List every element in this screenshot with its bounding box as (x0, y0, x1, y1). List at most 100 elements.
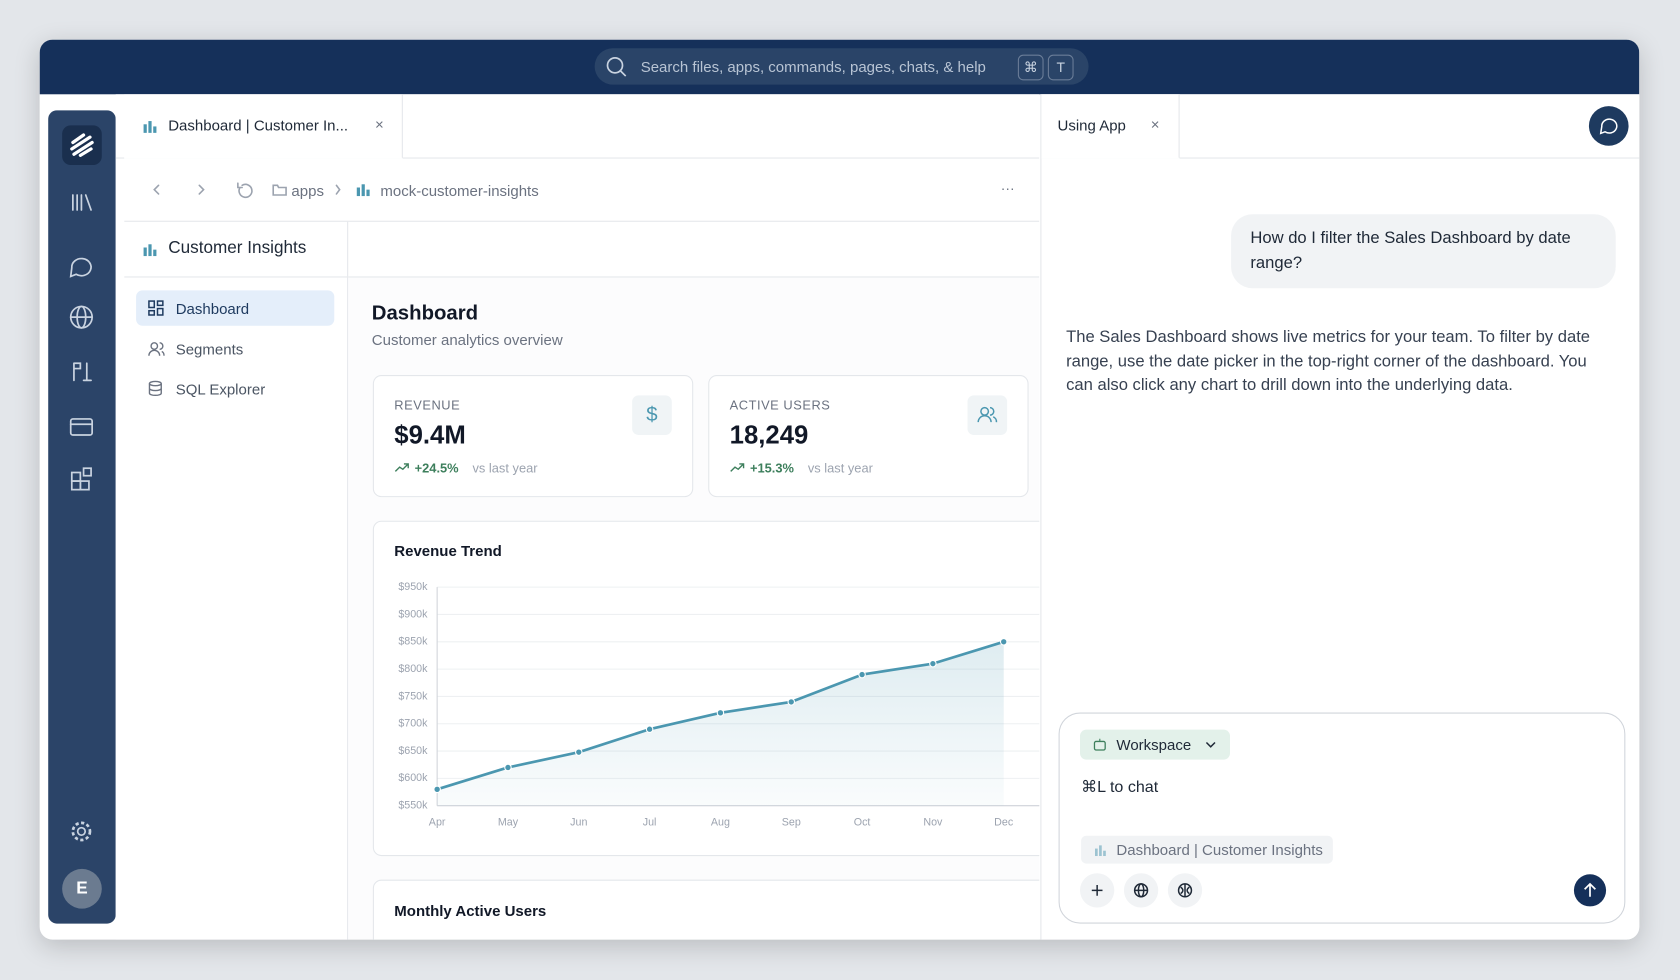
chart-card: Monthly Active Users (372, 879, 1040, 940)
point (929, 659, 937, 668)
kpi-change: +15.3% (750, 460, 794, 476)
avatar[interactable]: E (62, 868, 102, 909)
input-placeholder: ⌘L to chat (1081, 777, 1159, 797)
sidebar-header: Customer Insights (124, 222, 348, 278)
user-message: How do I filter the Sales Dashboard by d… (1231, 214, 1616, 289)
page-title: Dashboard (371, 302, 479, 325)
tab-label: Using App (1057, 116, 1126, 134)
tab-border (1041, 157, 1640, 159)
y-tick-label: $750k (398, 690, 428, 702)
nav-label: SQL Explorer (175, 380, 266, 398)
breadcrumb-item[interactable]: mock-customer-insights (380, 182, 539, 200)
main-panel: Dashboard | Customer In... × apps mock-c… (115, 94, 1040, 940)
y-tick-label: $900k (398, 608, 428, 620)
page-subtitle: Customer analytics overview (371, 331, 563, 349)
mode-label: Workspace (1116, 736, 1192, 754)
breadcrumb-item[interactable]: apps (291, 182, 324, 200)
chart: Revenue Trend $550k $600k $650k $700k $750k $… (394, 543, 1040, 829)
nav-icons[interactable] (48, 185, 116, 506)
sidebar: Customer Insights Dashboard Segments SQL… (124, 221, 349, 940)
y-tick-label: $600k (398, 772, 428, 784)
context-chip[interactable]: Dashboard | Customer Insights (1081, 835, 1333, 864)
chat-panel: Using App × How do I filter the Sales Da… (1040, 94, 1640, 940)
mode-icon (1093, 738, 1106, 751)
nav-buttons[interactable] (124, 159, 1039, 221)
kpi-label: REVENUE (394, 397, 461, 413)
nav-icon (148, 300, 164, 316)
x-tick-label: Nov (923, 817, 943, 829)
trend-icon (730, 463, 745, 472)
chip-icon (1095, 845, 1106, 857)
logo-icon (70, 133, 94, 157)
x-tick-label: May (498, 817, 519, 829)
nav-label: Dashboard (175, 300, 250, 318)
tab-label: Dashboard | Customer In... (168, 116, 349, 134)
chevron (1205, 741, 1216, 748)
chart-card: Revenue Trend $550k $600k $650k $700k $750k $… (372, 520, 1040, 857)
point (575, 748, 583, 756)
trend-icon (394, 463, 409, 472)
nav-item[interactable]: Segments (136, 331, 334, 366)
settings-icon[interactable] (70, 820, 94, 844)
y-tick-label: $650k (398, 745, 428, 757)
point (716, 709, 725, 717)
search-icon (606, 57, 627, 77)
users-icon (977, 406, 998, 423)
x-tick-label: Jul (643, 817, 657, 829)
chat-button[interactable] (1588, 106, 1629, 146)
kpi-change: +24.5% (414, 460, 459, 476)
x-tick-label: Sep (782, 817, 801, 829)
search-bar[interactable]: Search files, apps, commands, pages, cha… (594, 48, 1089, 85)
x-tick-label: Jun (570, 817, 587, 829)
tab[interactable]: Using App × (1041, 94, 1180, 159)
kpi-value: $9.4M (394, 421, 466, 451)
breadcrumb-bar: apps mock-customer-insights ··· (124, 159, 1040, 222)
x-tick-label: Apr (429, 817, 446, 829)
point (504, 763, 512, 772)
top-bar: Search files, apps, commands, pages, cha… (39, 39, 1640, 95)
point (999, 638, 1008, 646)
kpi-card: REVENUE $9.4M +24.5% vs last year $ (372, 375, 694, 498)
sidebar-title: Customer Insights (168, 238, 307, 258)
context-label: Dashboard | Customer Insights (1116, 841, 1323, 859)
y-tick-label: $550k (398, 800, 428, 812)
y-tick-label: $700k (398, 718, 428, 730)
input-actions[interactable] (1060, 869, 1625, 912)
point (858, 670, 866, 679)
assistant-message: The Sales Dashboard shows live metrics f… (1066, 327, 1591, 395)
chart-title: Revenue Trend (394, 543, 502, 560)
card-title: Monthly Active Users (394, 902, 547, 920)
point (787, 698, 796, 706)
search-placeholder: Search files, apps, commands, pages, cha… (640, 57, 986, 76)
chat-input[interactable]: Workspace ⌘L to chat Dashboard | Custome… (1058, 712, 1626, 924)
kpi-card: ACTIVE USERS 18,249 +15.3% vs last year (708, 375, 1029, 498)
nav-item[interactable]: SQL Explorer (136, 371, 334, 406)
tab-close[interactable]: × (1150, 115, 1160, 133)
more-button[interactable]: ··· (1000, 180, 1015, 197)
kpi-note: vs last year (807, 460, 873, 476)
tab[interactable]: Dashboard | Customer In... × (124, 94, 403, 159)
nav-item-active[interactable]: Dashboard (136, 290, 335, 326)
icon-rail: E (48, 110, 116, 924)
kpi-icon (967, 395, 1008, 436)
y-tick-label: $950k (398, 581, 428, 593)
y-tick-label: $800k (398, 663, 428, 675)
mode-selector[interactable]: Workspace (1080, 729, 1231, 760)
tab-icon (143, 121, 157, 133)
logo[interactable] (62, 125, 102, 166)
x-tick-label: Aug (711, 817, 730, 829)
point (433, 785, 441, 794)
tab-close[interactable]: × (375, 115, 384, 133)
nav-label: Segments (175, 340, 244, 358)
window: Search files, apps, commands, pages, cha… (39, 39, 1640, 940)
content-header (348, 222, 1040, 278)
app-icon (143, 244, 157, 257)
kpi-icon: $ (632, 395, 672, 436)
shortcut-key: ⌘ (1017, 54, 1044, 81)
x-tick-label: Oct (854, 817, 871, 829)
chat-icon (1599, 118, 1618, 135)
shortcut-key: T (1047, 54, 1074, 81)
nav-icon (148, 380, 162, 397)
kpi-value: 18,249 (729, 421, 809, 451)
